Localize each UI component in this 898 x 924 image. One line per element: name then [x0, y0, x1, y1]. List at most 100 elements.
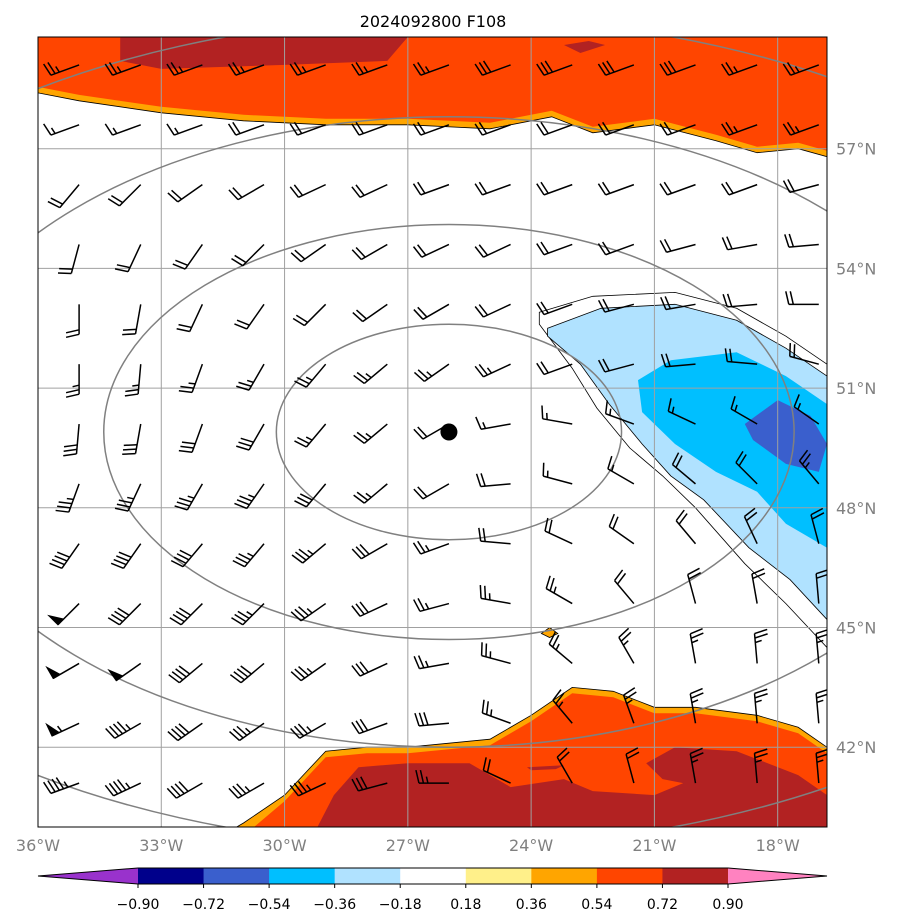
wind-barb: [351, 183, 388, 198]
chart-title: 2024092800 F108: [360, 12, 507, 31]
wind-barb: [475, 473, 511, 488]
wind-barb: [730, 396, 758, 425]
colorbar-tick-label: −0.18: [379, 897, 422, 913]
wind-barb: [597, 241, 635, 256]
wind-barb: [291, 543, 327, 564]
wind-barb: [351, 121, 388, 136]
wind-barb: [544, 517, 573, 545]
wind-barb: [743, 507, 758, 545]
wind-barb: [412, 243, 450, 258]
wind-barb: [536, 301, 573, 316]
wind-barb: [124, 364, 142, 397]
cyclone-center: [440, 423, 458, 441]
wind-barb: [166, 781, 203, 799]
colorbar-segment: [138, 868, 205, 884]
wind-barb: [671, 452, 696, 485]
x-tick-label: 21°W: [632, 836, 676, 855]
colorbar-tick-label: 0.36: [516, 897, 547, 913]
y-tick-label: 42°N: [836, 738, 876, 757]
colorbar-segment: [465, 868, 532, 884]
wind-barb: [351, 62, 388, 76]
wind-barb: [479, 584, 511, 605]
colorbar-extend-high: [728, 868, 827, 884]
colorbar-tick-label: 0.18: [450, 897, 481, 913]
wind-barb: [105, 721, 142, 739]
wind-barb: [810, 507, 825, 544]
wind-barb: [751, 568, 766, 604]
wind-barb: [782, 179, 819, 194]
wind-barb: [65, 304, 80, 339]
colorbar-segment: [269, 868, 336, 884]
wind-barb: [414, 712, 450, 727]
north-band-region: [120, 37, 408, 69]
wind-barb: [721, 236, 758, 251]
wind-barb: [753, 748, 768, 784]
cyclone-center-marker: [440, 423, 458, 441]
wind-barb: [474, 181, 511, 196]
wind-barb: [55, 483, 80, 513]
wind-barb: [667, 398, 696, 425]
wind-barb: [798, 449, 820, 485]
isobars: [38, 37, 827, 827]
wind-barb: [229, 662, 265, 684]
colorbar-tick-label: −0.72: [182, 897, 225, 913]
y-tick-label: 57°N: [836, 140, 876, 159]
wind-barb: [234, 303, 265, 330]
map-area: [37, 36, 828, 828]
colorbar-tick-label: 0.54: [581, 897, 612, 913]
wind-barb: [542, 462, 573, 485]
wind-barb: [675, 509, 697, 545]
y-tick-label: 54°N: [836, 259, 876, 278]
wind-barb: [290, 602, 327, 622]
wind-barb: [104, 123, 141, 136]
wind-barb: [231, 243, 265, 267]
wind-barb: [49, 543, 80, 569]
wind-barb: [47, 184, 80, 209]
wind-barb: [722, 293, 758, 308]
wind-barb: [45, 722, 80, 737]
wind-barb: [122, 423, 142, 456]
map-frame: [37, 36, 828, 828]
wind-barb: [289, 62, 326, 76]
wind-barb: [353, 423, 388, 444]
wind-barb: [110, 543, 142, 569]
x-tick-label: 18°W: [756, 836, 800, 855]
wind-barb: [541, 405, 573, 425]
wind-barb: [481, 699, 511, 724]
wind-barb: [721, 62, 758, 76]
wind-barb: [351, 543, 388, 560]
wind-barb: [793, 394, 820, 425]
wind-barb: [234, 483, 265, 510]
wind-barb: [784, 233, 819, 248]
wind-barb: [122, 304, 142, 336]
wind-barb: [548, 631, 573, 664]
wind-barb: [294, 423, 327, 448]
wind-barb: [289, 121, 326, 136]
wind-barb: [782, 62, 820, 76]
wind-barb: [63, 423, 80, 457]
wind-barb: [536, 241, 573, 256]
wind-barb: [545, 575, 573, 605]
wind-barb: [57, 244, 80, 275]
wind-barb: [474, 303, 511, 318]
wind-barb: [552, 689, 573, 724]
wind-barb: [290, 662, 327, 682]
wind-barb: [107, 184, 142, 207]
y-axis-ticks: 57°N 54°N 51°N 48°N 45°N 42°N: [836, 140, 876, 757]
wind-barb: [721, 121, 758, 136]
colorbar-tick-label: −0.36: [313, 897, 356, 913]
wind-barb: [114, 483, 142, 512]
south-band-region: [527, 765, 564, 771]
wind-barb: [229, 722, 265, 742]
wind-barb: [413, 303, 450, 320]
wind-barb: [104, 779, 142, 797]
wind-barb: [597, 298, 635, 313]
wind-barb: [168, 662, 203, 684]
x-tick-label: 33°W: [139, 836, 183, 855]
colorbar-extend-low: [38, 868, 138, 884]
wind-barb: [45, 662, 80, 680]
wind-barb: [43, 777, 80, 795]
graticule: [38, 37, 827, 827]
wind-barb: [178, 363, 204, 394]
wind-barb: [659, 238, 696, 253]
